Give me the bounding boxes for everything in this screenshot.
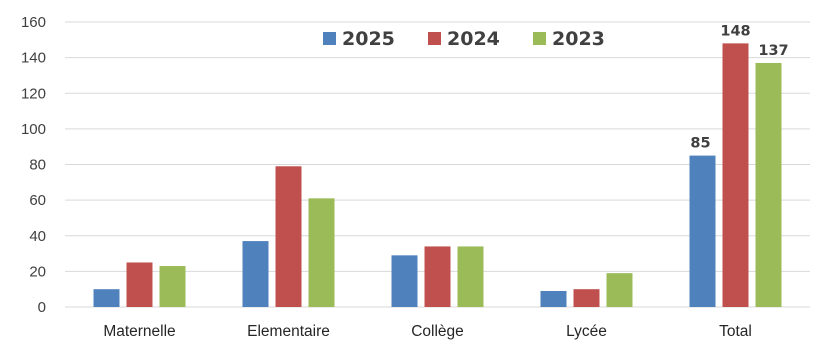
y-tick-label: 160: [21, 14, 46, 31]
y-tick-label: 100: [21, 121, 46, 138]
bar-2024-collège: [424, 246, 451, 307]
legend-label: 2025: [342, 28, 395, 50]
legend-swatch-2025: [323, 32, 336, 45]
x-axis-categories: Maternelle Elementaire Collège Lycée Total: [103, 323, 752, 340]
bar-2024-lycée: [573, 289, 600, 307]
legend: 2025 2024 2023: [323, 28, 605, 50]
y-tick-label: 80: [29, 157, 46, 174]
x-category-label: Collège: [411, 323, 464, 340]
data-label: 137: [758, 43, 788, 59]
data-label: 148: [720, 23, 750, 39]
data-label: 85: [690, 136, 710, 152]
x-category-label: Lycée: [566, 323, 607, 340]
y-tick-label: 20: [29, 263, 46, 280]
bar-2023-lycée: [606, 273, 633, 307]
y-tick-label: 40: [29, 228, 46, 245]
bar-2025-lycée: [540, 290, 567, 307]
legend-swatch-2023: [533, 32, 546, 45]
bar-2023-total: [755, 62, 782, 307]
bar-2023-elementaire: [308, 198, 335, 307]
bar-2025-elementaire: [242, 241, 269, 307]
bar-2024-maternelle: [126, 262, 153, 307]
x-category-label: Total: [719, 323, 752, 340]
bar-2025-maternelle: [93, 289, 120, 307]
bar-2023-maternelle: [159, 266, 186, 307]
bars: [93, 43, 782, 307]
y-tick-label: 60: [29, 192, 46, 209]
y-axis-ticks: 0 20 40 60 80 100 120 140 160: [21, 14, 46, 316]
y-tick-label: 0: [38, 299, 46, 316]
legend-label: 2023: [552, 28, 605, 50]
legend-label: 2024: [447, 28, 500, 50]
gridlines: [65, 21, 810, 308]
bar-2025-total: [689, 155, 716, 307]
bar-2025-collège: [391, 255, 418, 307]
bar-2023-collège: [457, 246, 484, 307]
data-labels: 85 148 137: [690, 23, 788, 151]
bar-2024-elementaire: [275, 166, 302, 307]
y-tick-label: 140: [21, 50, 46, 67]
bar-2024-total: [722, 43, 749, 307]
legend-swatch-2024: [428, 32, 441, 45]
x-category-label: Maternelle: [103, 323, 175, 340]
y-tick-label: 120: [21, 85, 46, 102]
x-category-label: Elementaire: [247, 323, 330, 340]
